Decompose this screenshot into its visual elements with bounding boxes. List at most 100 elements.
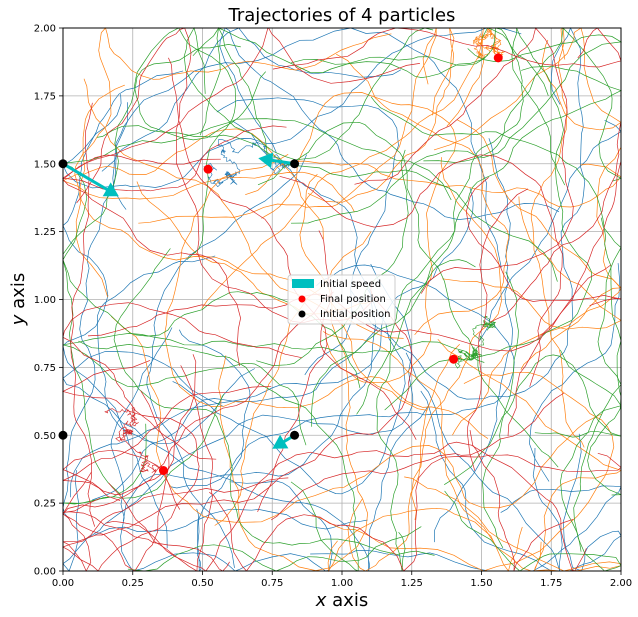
markers: [58, 53, 503, 476]
trajectory-path: [62, 280, 413, 572]
trajectory-path: [113, 248, 435, 556]
trajectory-path: [168, 57, 328, 513]
legend-label-initial-speed: Initial speed: [320, 279, 381, 290]
trajectory-path: [327, 507, 523, 573]
final-position-marker: [203, 164, 213, 174]
trajectory-path: [291, 27, 549, 96]
y-tick-label: 0.00: [34, 567, 56, 578]
trajectory-path: [199, 26, 268, 159]
x-tick-label: 1.25: [401, 578, 423, 589]
trajectory-path: [62, 497, 230, 572]
trajectory-path: [318, 230, 417, 440]
initial-position-marker: [290, 430, 300, 440]
trajectory-path: [76, 27, 375, 324]
trajectory-path: [178, 329, 251, 572]
legend-marker-initial-position: [298, 310, 306, 318]
trajectory-path: [270, 392, 565, 521]
trajectory-path: [370, 96, 622, 496]
trajectory-path: [272, 27, 622, 70]
trajectory-path: [61, 118, 452, 496]
trajectory-path: [146, 154, 308, 568]
trajectory-path: [192, 27, 489, 78]
final-position-marker: [449, 354, 459, 364]
y-tick-label: 0.50: [34, 431, 56, 442]
trajectory-path: [94, 508, 368, 536]
y-axis-label-var: y: [8, 314, 29, 326]
trajectory-path: [245, 160, 622, 208]
trajectory-path: [122, 120, 377, 522]
legend-label-initial-position: Initial position: [320, 309, 390, 320]
trajectory-path: [201, 27, 484, 309]
x-axis-label: x axis: [315, 590, 368, 611]
y-tick-label: 1.00: [34, 295, 56, 306]
final-position-marker: [493, 53, 503, 63]
y-axis-label-word: axis: [8, 273, 29, 315]
y-axis-label: y axis: [8, 273, 29, 326]
trajectory-path: [261, 92, 457, 384]
trajectory-path: [529, 263, 620, 482]
y-tick-label: 1.50: [34, 159, 56, 170]
legend: Initial speed Final position Initial pos…: [287, 274, 396, 325]
x-tick-label: 0.75: [261, 578, 283, 589]
trajectory-path: [405, 352, 563, 572]
y-tick-label: 2.00: [34, 24, 56, 35]
x-axis: 0.00 0.25 0.50 0.75 1.00 1.25 1.50 1.75 2.00: [52, 571, 632, 589]
x-tick-label: 1.50: [470, 578, 492, 589]
trajectory-path: [444, 354, 622, 485]
chart-title: Trajectories of 4 particles: [228, 5, 456, 26]
x-tick-label: 0.50: [191, 578, 213, 589]
trajectory-path: [257, 121, 559, 468]
trajectory-path: [559, 349, 622, 552]
trajectory-path: [209, 452, 622, 572]
trajectory-path: [170, 264, 515, 489]
trajectory-path: [62, 333, 485, 446]
x-tick-label: 0.25: [122, 578, 144, 589]
trajectory-path: [62, 302, 302, 460]
initial-speed-arrow: [258, 152, 295, 169]
trajectory-path: [62, 70, 184, 549]
legend-box: [287, 274, 396, 325]
final-position-marker: [158, 466, 168, 476]
trajectory-path: [105, 441, 587, 572]
trajectory-path: [453, 316, 497, 369]
trajectory-path: [92, 328, 378, 501]
trajectory-path: [336, 53, 510, 336]
trajectory-path: [97, 125, 558, 282]
trajectory-path: [172, 288, 406, 495]
y-tick-label: 0.25: [34, 499, 56, 510]
trajectory-path: [83, 78, 428, 411]
trajectory-path: [216, 97, 399, 376]
initial-position-marker: [290, 159, 300, 169]
trajectory-path: [478, 119, 622, 342]
trajectory-path: [110, 316, 602, 523]
trajectory-path: [469, 430, 574, 572]
y-axis: 0.00 0.25 0.50 0.75 1.00 1.25 1.50 1.75 2.00: [34, 24, 63, 578]
initial-speed-arrow: [272, 434, 296, 449]
y-tick-label: 0.75: [34, 363, 56, 374]
trajectory-path: [311, 27, 524, 427]
trajectory-path: [452, 147, 622, 436]
trajectory-path: [138, 27, 437, 224]
trajectory-path: [62, 291, 334, 572]
trajectory-path: [311, 371, 615, 572]
trajectory-path: [279, 154, 563, 387]
trajectory-path: [62, 154, 241, 366]
trajectory-path: [354, 27, 574, 294]
x-axis-label-word: axis: [326, 590, 368, 611]
trajectory-path: [70, 187, 474, 498]
legend-label-final-position: Final position: [320, 294, 386, 305]
x-tick-label: 1.00: [331, 578, 353, 589]
x-axis-label-var: x: [315, 590, 327, 611]
trajectory-path: [350, 27, 586, 400]
trajectory-path: [473, 27, 505, 60]
trajectory-path: [127, 526, 422, 572]
trajectory-path: [78, 340, 359, 572]
trajectory-path: [310, 485, 622, 572]
trajectory-path: [203, 139, 293, 188]
trajectory-path: [134, 27, 266, 260]
trajectory-path: [442, 196, 622, 330]
trajectory-path: [423, 27, 622, 182]
trajectory-path: [101, 27, 401, 172]
trajectory-path: [164, 153, 489, 439]
